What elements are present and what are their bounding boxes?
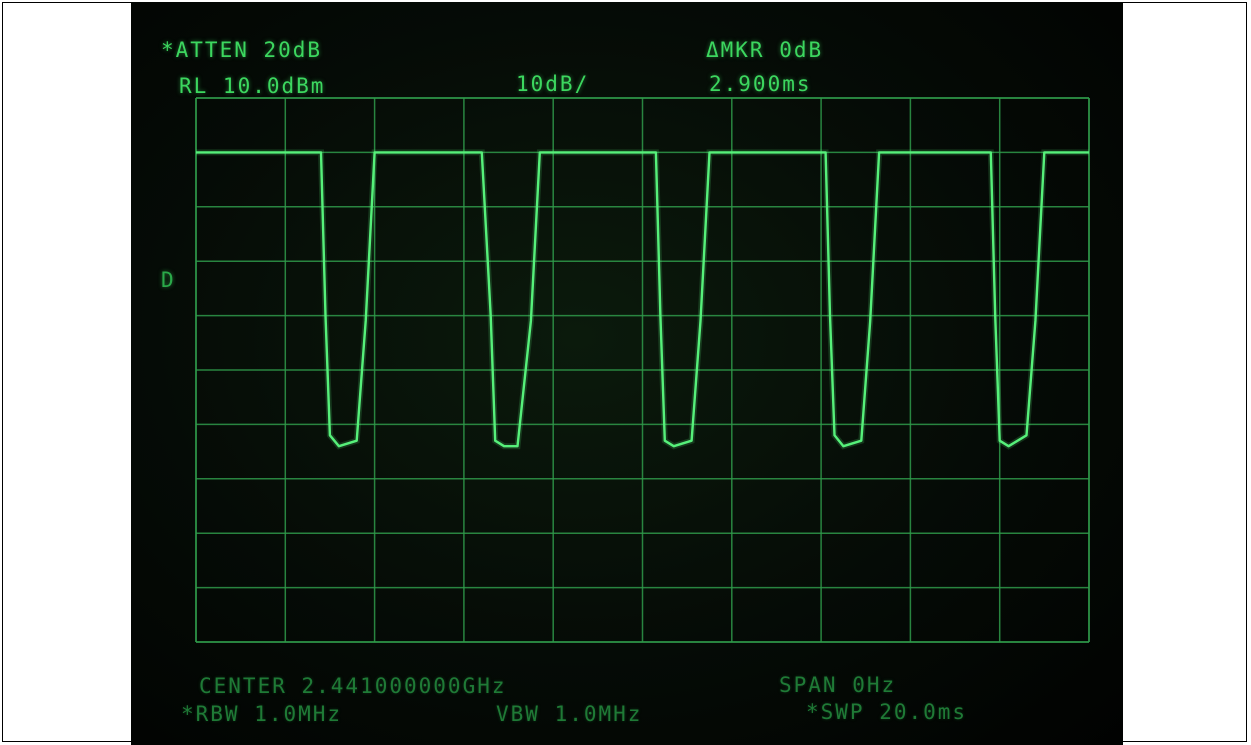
spectrum-analyzer-screen: *ATTEN 20dB RL 10.0dBm 10dB/ ΔMKR 0dB 2.… bbox=[131, 2, 1123, 745]
sweep-time-readout: *SWP 20.0ms bbox=[806, 700, 967, 724]
vbw-readout: VBW 1.0MHz bbox=[496, 702, 642, 726]
center-frequency-readout: CENTER 2.441000000GHz bbox=[199, 674, 507, 698]
span-readout: SPAN 0Hz bbox=[779, 673, 896, 697]
rbw-readout: *RBW 1.0MHz bbox=[181, 702, 342, 726]
trace-display bbox=[131, 2, 1123, 745]
